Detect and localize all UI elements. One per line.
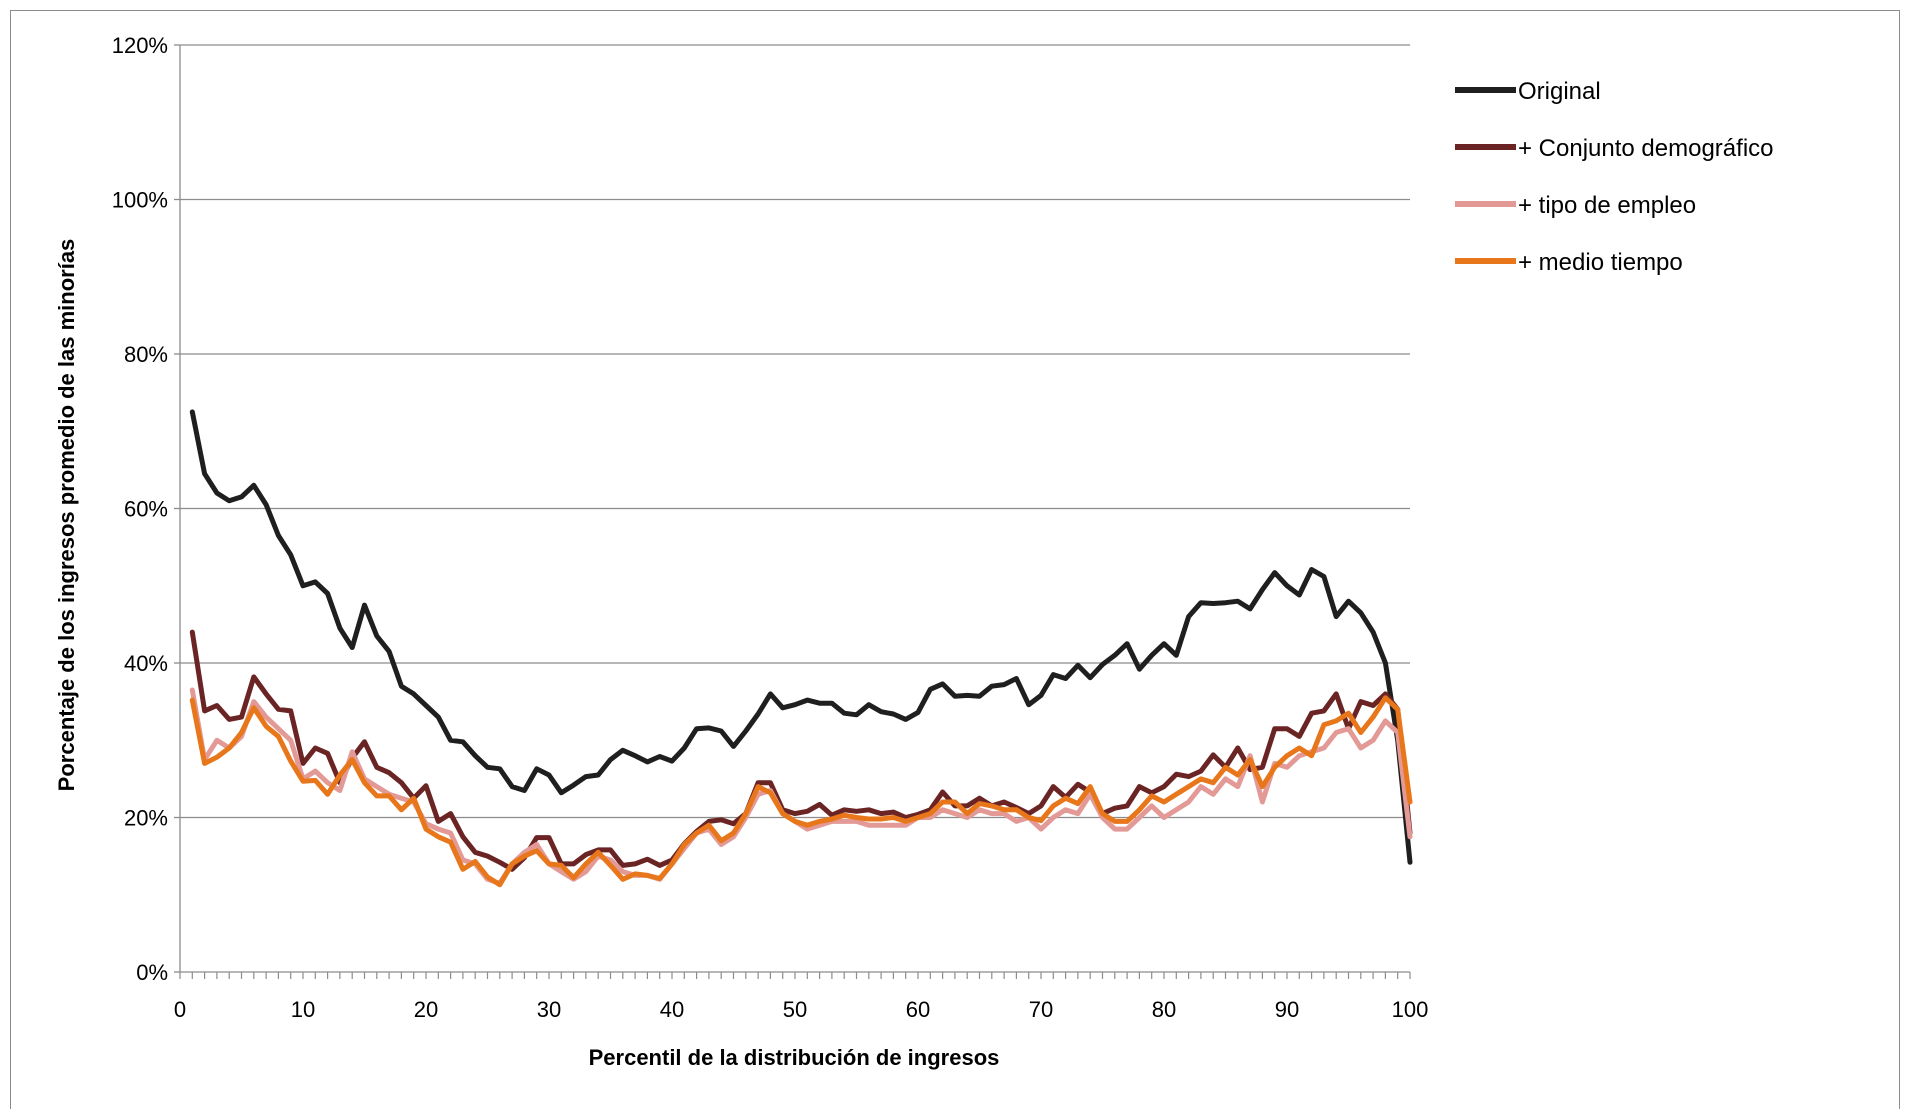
x-tick-label: 40 [660,997,684,1022]
gridlines [180,44,1410,819]
x-tick-label: 90 [1275,997,1299,1022]
y-axis-title: Porcentaje de los ingresos promedio de l… [54,239,79,792]
y-tick-label: 60% [124,497,168,522]
series-line-1 [189,409,1413,865]
y-tick-label: 80% [124,342,168,367]
legend: Original + Conjunto demográfico + tipo de … [1455,78,1774,276]
series-line-3 [189,687,1413,886]
y-tick-label: 100% [112,188,168,213]
y-tick-label: 40% [124,651,168,676]
series-line-4 [189,695,1413,888]
axes: 0% 20% 40% 60% 80% 100% 120% 0 10 20 30 40 50 60 70 80 9… [112,33,1429,1022]
x-tick-label: 100 [1392,997,1429,1022]
x-tick-label: 0 [174,997,186,1022]
x-axis-title: Percentil de la distribución de ingresos [589,1045,1000,1070]
legend-label: + medio tiempo [1518,249,1683,276]
y-tick-label: 120% [112,33,168,58]
legend-label: + Conjunto demográfico [1518,135,1774,162]
x-tick-label: 50 [783,997,807,1022]
series-line-2 [189,629,1413,872]
x-tick-label: 10 [291,997,315,1022]
x-tick-label: 70 [1029,997,1053,1022]
x-tick-label: 20 [414,997,438,1022]
y-tick-label: 20% [124,806,168,831]
chart-frame [10,10,1900,1109]
series-lines [189,409,1413,888]
x-tick-label: 80 [1152,997,1176,1022]
legend-label: + tipo de empleo [1518,192,1696,219]
x-tick-label: 30 [537,997,561,1022]
legend-label: Original [1518,78,1601,105]
y-tick-label: 0% [136,960,168,985]
x-tick-label: 60 [906,997,930,1022]
